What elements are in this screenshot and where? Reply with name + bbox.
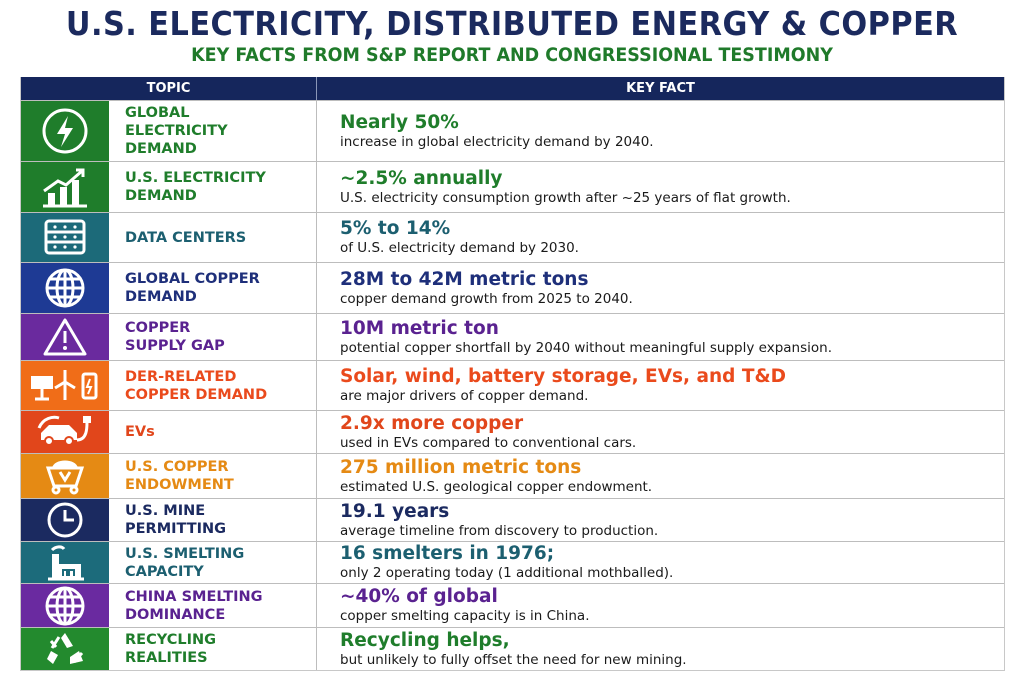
topic-label: RECYCLING REALITIES xyxy=(109,628,317,670)
fact-headline: 275 million metric tons xyxy=(340,456,582,478)
fact-detail: but unlikely to fully offset the need fo… xyxy=(340,651,687,668)
key-fact: Solar, wind, battery storage, EVs, and T… xyxy=(317,361,1004,410)
topic-label: U.S. SMELTING CAPACITY xyxy=(109,542,317,583)
fact-headline: 19.1 years xyxy=(340,500,450,522)
fact-detail: average timeline from discovery to produ… xyxy=(340,522,659,539)
key-fact: Nearly 50% increase in global electricit… xyxy=(317,101,1004,161)
fact-detail: U.S. electricity consumption growth afte… xyxy=(340,189,791,206)
page-title: U.S. ELECTRICITY, DISTRIBUTED ENERGY & C… xyxy=(65,4,959,43)
facts-table: TOPIC KEY FACT GLOBAL ELECTRICITY DEMAND… xyxy=(20,77,1005,671)
fact-headline: 28M to 42M metric tons xyxy=(340,268,589,290)
table-row: CHINA SMELTING DOMINANCE ~40% of global … xyxy=(21,583,1004,627)
topic-label: COPPER SUPPLY GAP xyxy=(109,314,317,360)
page-subtitle: KEY FACTS FROM S&P REPORT AND CONGRESSIO… xyxy=(191,44,833,66)
server-rack-icon xyxy=(21,213,109,262)
key-fact: 5% to 14% of U.S. electricity demand by … xyxy=(317,213,1004,262)
fact-headline: 16 smelters in 1976; xyxy=(340,543,555,564)
electric-car-icon xyxy=(21,411,109,453)
table-row: RECYCLING REALITIES Recycling helps, but… xyxy=(21,627,1004,670)
fact-detail: increase in global electricity demand by… xyxy=(340,133,654,150)
key-fact: 19.1 years average timeline from discove… xyxy=(317,499,1004,541)
fact-headline: ~2.5% annually xyxy=(340,167,503,189)
column-header-fact: KEY FACT xyxy=(626,81,695,96)
clock-icon xyxy=(21,499,109,541)
topic-label: DATA CENTERS xyxy=(109,213,317,262)
topic-label: CHINA SMELTING DOMINANCE xyxy=(109,584,317,627)
key-fact: 10M metric ton potential copper shortfal… xyxy=(317,314,1004,360)
fact-detail: used in EVs compared to conventional car… xyxy=(340,434,637,451)
topic-label: GLOBAL COPPER DEMAND xyxy=(109,263,317,313)
table-row: U.S. ELECTRICITY DEMAND ~2.5% annually U… xyxy=(21,161,1004,212)
key-fact: ~2.5% annually U.S. electricity consumpt… xyxy=(317,162,1004,212)
table-row: U.S. MINE PERMITTING 19.1 years average … xyxy=(21,498,1004,541)
fact-headline: 5% to 14% xyxy=(340,218,451,239)
fact-headline: Solar, wind, battery storage, EVs, and T… xyxy=(340,366,786,387)
table-row: COPPER SUPPLY GAP 10M metric ton potenti… xyxy=(21,313,1004,360)
table-row: U.S. SMELTING CAPACITY 16 smelters in 19… xyxy=(21,541,1004,583)
key-fact: 16 smelters in 1976; only 2 operating to… xyxy=(317,542,1004,583)
lightning-icon xyxy=(21,101,109,161)
fact-detail: estimated U.S. geological copper endowme… xyxy=(340,478,653,495)
fact-headline: ~40% of global xyxy=(340,586,498,607)
key-fact: 275 million metric tons estimated U.S. g… xyxy=(317,454,1004,498)
table-row: EVs 2.9x more copper used in EVs compare… xyxy=(21,410,1004,453)
fact-headline: 10M metric ton xyxy=(340,317,499,339)
topic-label: GLOBAL ELECTRICITY DEMAND xyxy=(109,101,317,161)
mine-cart-icon xyxy=(21,454,109,498)
fact-detail: copper smelting capacity is in China. xyxy=(340,608,590,624)
table-row: DATA CENTERS 5% to 14% of U.S. electrici… xyxy=(21,212,1004,262)
globe-icon xyxy=(21,263,109,313)
recycle-icon xyxy=(21,628,109,670)
fact-detail: only 2 operating today (1 additional mot… xyxy=(340,565,674,581)
fact-detail: of U.S. electricity demand by 2030. xyxy=(340,240,579,256)
fact-headline: 2.9x more copper xyxy=(340,412,524,434)
topic-label: U.S. COPPER ENDOWMENT xyxy=(109,454,317,498)
table-row: GLOBAL ELECTRICITY DEMAND Nearly 50% inc… xyxy=(21,100,1004,161)
table-row: U.S. COPPER ENDOWMENT 275 million metric… xyxy=(21,453,1004,498)
fact-detail: potential copper shortfall by 2040 witho… xyxy=(340,339,832,356)
topic-label: U.S. ELECTRICITY DEMAND xyxy=(109,162,317,212)
solar-wind-battery-icon xyxy=(21,361,109,410)
topic-label: EVs xyxy=(109,411,317,453)
key-fact: ~40% of global copper smelting capacity … xyxy=(317,584,1004,627)
fact-detail: copper demand growth from 2025 to 2040. xyxy=(340,290,633,307)
fact-headline: Nearly 50% xyxy=(340,111,459,133)
fact-headline: Recycling helps, xyxy=(340,629,510,651)
topic-label: DER-RELATED COPPER DEMAND xyxy=(109,361,317,410)
factory-icon xyxy=(21,542,109,583)
column-header-topic: TOPIC xyxy=(21,77,317,100)
growth-chart-icon xyxy=(21,162,109,212)
key-fact: 28M to 42M metric tons copper demand gro… xyxy=(317,263,1004,313)
topic-label: U.S. MINE PERMITTING xyxy=(109,499,317,541)
table-row: GLOBAL COPPER DEMAND 28M to 42M metric t… xyxy=(21,262,1004,313)
key-fact: Recycling helps, but unlikely to fully o… xyxy=(317,628,1004,670)
globe-icon xyxy=(21,584,109,627)
table-row: DER-RELATED COPPER DEMAND Solar, wind, b… xyxy=(21,360,1004,410)
key-fact: 2.9x more copper used in EVs compared to… xyxy=(317,411,1004,453)
fact-detail: are major drivers of copper demand. xyxy=(340,388,589,404)
warning-icon xyxy=(21,314,109,360)
table-header: TOPIC KEY FACT xyxy=(21,77,1004,100)
